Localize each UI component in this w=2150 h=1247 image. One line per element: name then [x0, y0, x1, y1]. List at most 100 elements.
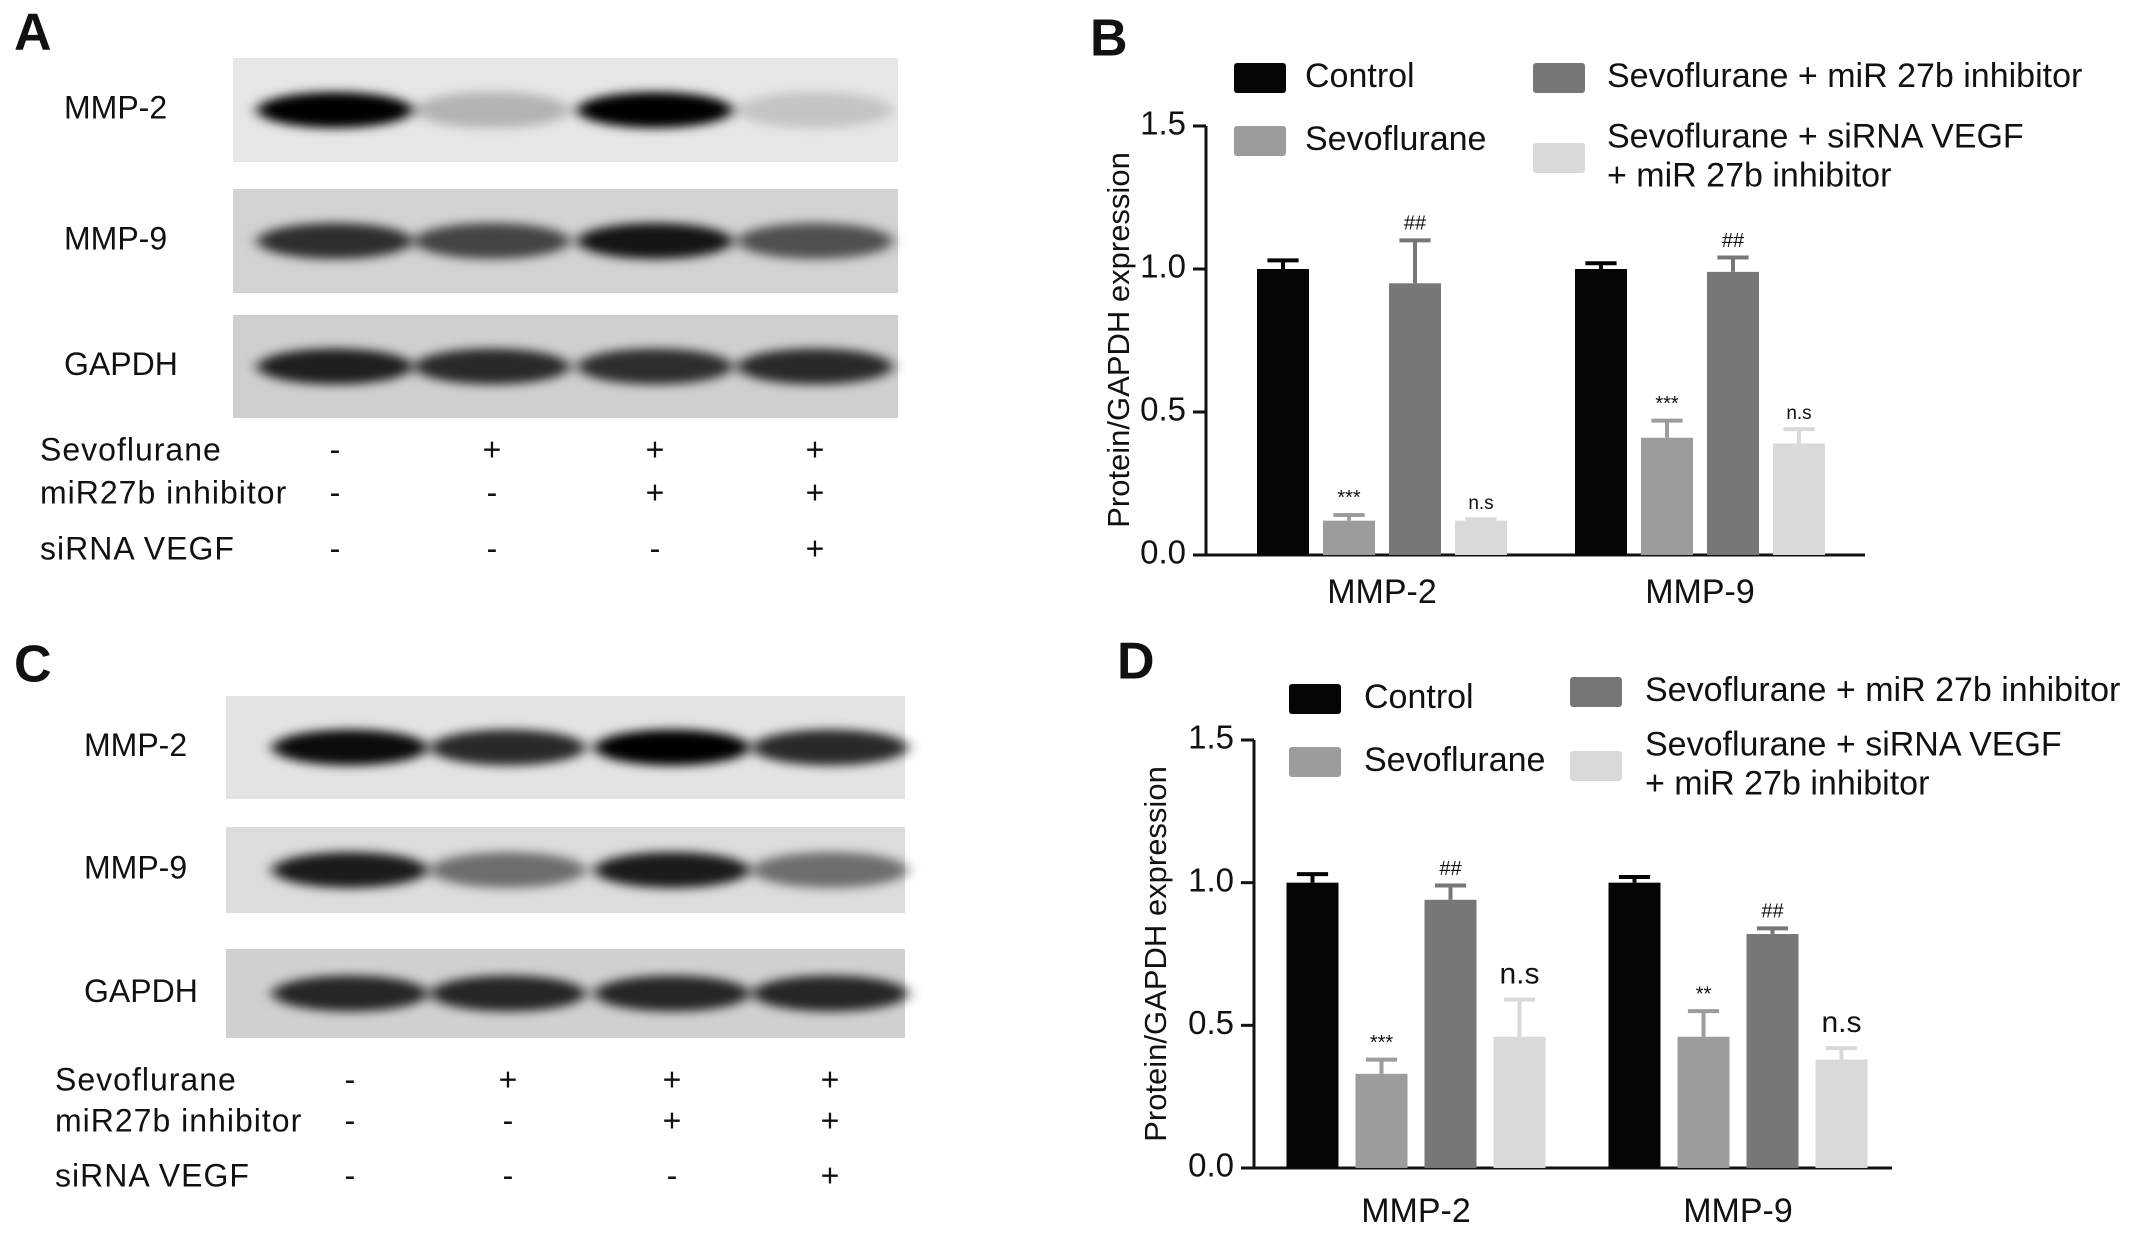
- error-bar: [1399, 238, 1431, 284]
- condition-mark: +: [646, 431, 665, 467]
- x-tick-label: MMP-9: [1683, 1192, 1793, 1230]
- y-tick-label: 1.5: [1140, 105, 1186, 142]
- blot-band: [272, 975, 428, 1012]
- legend-label: Control: [1305, 57, 1415, 95]
- legend-label: Sevoflurane + miR 27b inhibitor: [1607, 57, 2082, 95]
- significance-label: ***: [1370, 1032, 1394, 1054]
- legend-swatch: [1570, 751, 1622, 781]
- error-bar: [1687, 1009, 1720, 1037]
- error-bar: [1333, 512, 1365, 521]
- blot-row-label: GAPDH: [84, 973, 198, 1009]
- error-bar: [1783, 427, 1815, 444]
- blot-band: [414, 92, 570, 128]
- y-tick-label: 0.5: [1140, 391, 1186, 428]
- blot-row-label: MMP-2: [64, 89, 167, 125]
- blot-band: [594, 975, 750, 1012]
- bar: [1575, 269, 1627, 555]
- blot-band: [577, 223, 733, 259]
- legend-label: Control: [1364, 678, 1474, 716]
- y-tick-label: 0.0: [1140, 534, 1186, 571]
- condition-label: siRNA VEGF: [55, 1157, 250, 1193]
- condition-label: miR27b inhibitor: [55, 1102, 302, 1138]
- blot-band: [257, 348, 413, 385]
- condition-mark: -: [503, 1157, 514, 1193]
- y-tick-label: 1.5: [1188, 719, 1234, 756]
- condition-mark: +: [483, 431, 502, 467]
- blot-band: [430, 852, 586, 888]
- condition-mark: -: [345, 1102, 356, 1138]
- x-tick-label: MMP-2: [1327, 573, 1437, 611]
- x-tick-label: MMP-2: [1361, 1192, 1471, 1230]
- condition-mark: +: [806, 474, 825, 510]
- blot-band: [414, 223, 570, 259]
- condition-mark: +: [821, 1157, 840, 1193]
- error-bar: [1365, 1057, 1398, 1074]
- blot-band: [594, 852, 750, 888]
- blot-band: [257, 223, 413, 259]
- legend-label: Sevoflurane + miR 27b inhibitor: [1645, 671, 2120, 709]
- error-bar: [1465, 517, 1497, 522]
- significance-label: ##: [1404, 213, 1427, 235]
- significance-label: **: [1696, 983, 1712, 1005]
- condition-mark: +: [821, 1102, 840, 1138]
- condition-mark: +: [663, 1061, 682, 1097]
- panel-label: A: [14, 4, 52, 62]
- bar: [1677, 1036, 1730, 1168]
- error-bar: [1651, 418, 1683, 438]
- panel-label: C: [14, 636, 52, 694]
- bar: [1493, 1036, 1546, 1168]
- error-bar: [1618, 874, 1651, 883]
- condition-mark: -: [667, 1157, 678, 1193]
- legend-label: Sevoflurane + siRNA VEGF + miR 27b inhibi…: [1607, 117, 2024, 194]
- x-tick-label: MMP-9: [1645, 573, 1755, 611]
- error-bar: [1717, 255, 1749, 272]
- condition-label: miR27b inhibitor: [40, 474, 287, 510]
- blot-band: [737, 348, 893, 385]
- blot-band: [430, 975, 586, 1012]
- panel-label: B: [1090, 10, 1128, 68]
- blot-band: [272, 852, 428, 888]
- significance-label: n.s: [1786, 403, 1811, 424]
- condition-mark: +: [499, 1061, 518, 1097]
- blot-band: [752, 729, 908, 766]
- y-tick-label: 0.0: [1188, 1147, 1234, 1184]
- condition-mark: -: [330, 431, 341, 467]
- legend-swatch: [1234, 63, 1286, 93]
- significance-label: n.s: [1821, 1006, 1861, 1039]
- blot-band: [272, 729, 428, 766]
- condition-mark: -: [487, 530, 498, 566]
- blot-band: [752, 852, 908, 888]
- blot-row-label: GAPDH: [64, 346, 178, 382]
- bar: [1608, 882, 1661, 1168]
- significance-label: ##: [1761, 901, 1784, 923]
- bar: [1455, 520, 1507, 555]
- bar: [1424, 899, 1477, 1168]
- legend-label: Sevoflurane: [1305, 120, 1486, 158]
- condition-mark: +: [821, 1061, 840, 1097]
- blot-band: [737, 223, 893, 259]
- error-bar: [1434, 883, 1467, 900]
- error-bar: [1585, 261, 1617, 269]
- significance-label: n.s: [1499, 958, 1539, 991]
- legend-label: Sevoflurane: [1364, 741, 1545, 779]
- y-axis-label: Protein/GAPDH expression: [1101, 152, 1136, 528]
- bar: [1641, 437, 1693, 555]
- condition-mark: -: [487, 474, 498, 510]
- significance-label: ##: [1722, 230, 1745, 252]
- legend-swatch: [1533, 63, 1585, 93]
- y-axis-label: Protein/GAPDH expression: [1138, 766, 1173, 1142]
- condition-mark: -: [345, 1157, 356, 1193]
- bar: [1746, 934, 1799, 1168]
- condition-mark: +: [806, 530, 825, 566]
- condition-mark: -: [650, 530, 661, 566]
- significance-label: ***: [1337, 487, 1361, 509]
- y-tick-label: 1.0: [1140, 248, 1186, 285]
- error-bar: [1825, 1046, 1858, 1060]
- legend-swatch: [1234, 126, 1286, 156]
- bar: [1286, 882, 1339, 1168]
- blot-band: [594, 729, 750, 766]
- blot-band: [430, 729, 586, 766]
- blot-row-label: MMP-2: [84, 727, 187, 763]
- legend-label: Sevoflurane + siRNA VEGF + miR 27b inhibi…: [1645, 725, 2062, 802]
